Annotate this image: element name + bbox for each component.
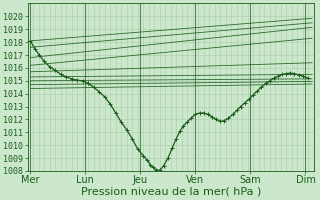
X-axis label: Pression niveau de la mer( hPa ): Pression niveau de la mer( hPa )	[81, 187, 261, 197]
